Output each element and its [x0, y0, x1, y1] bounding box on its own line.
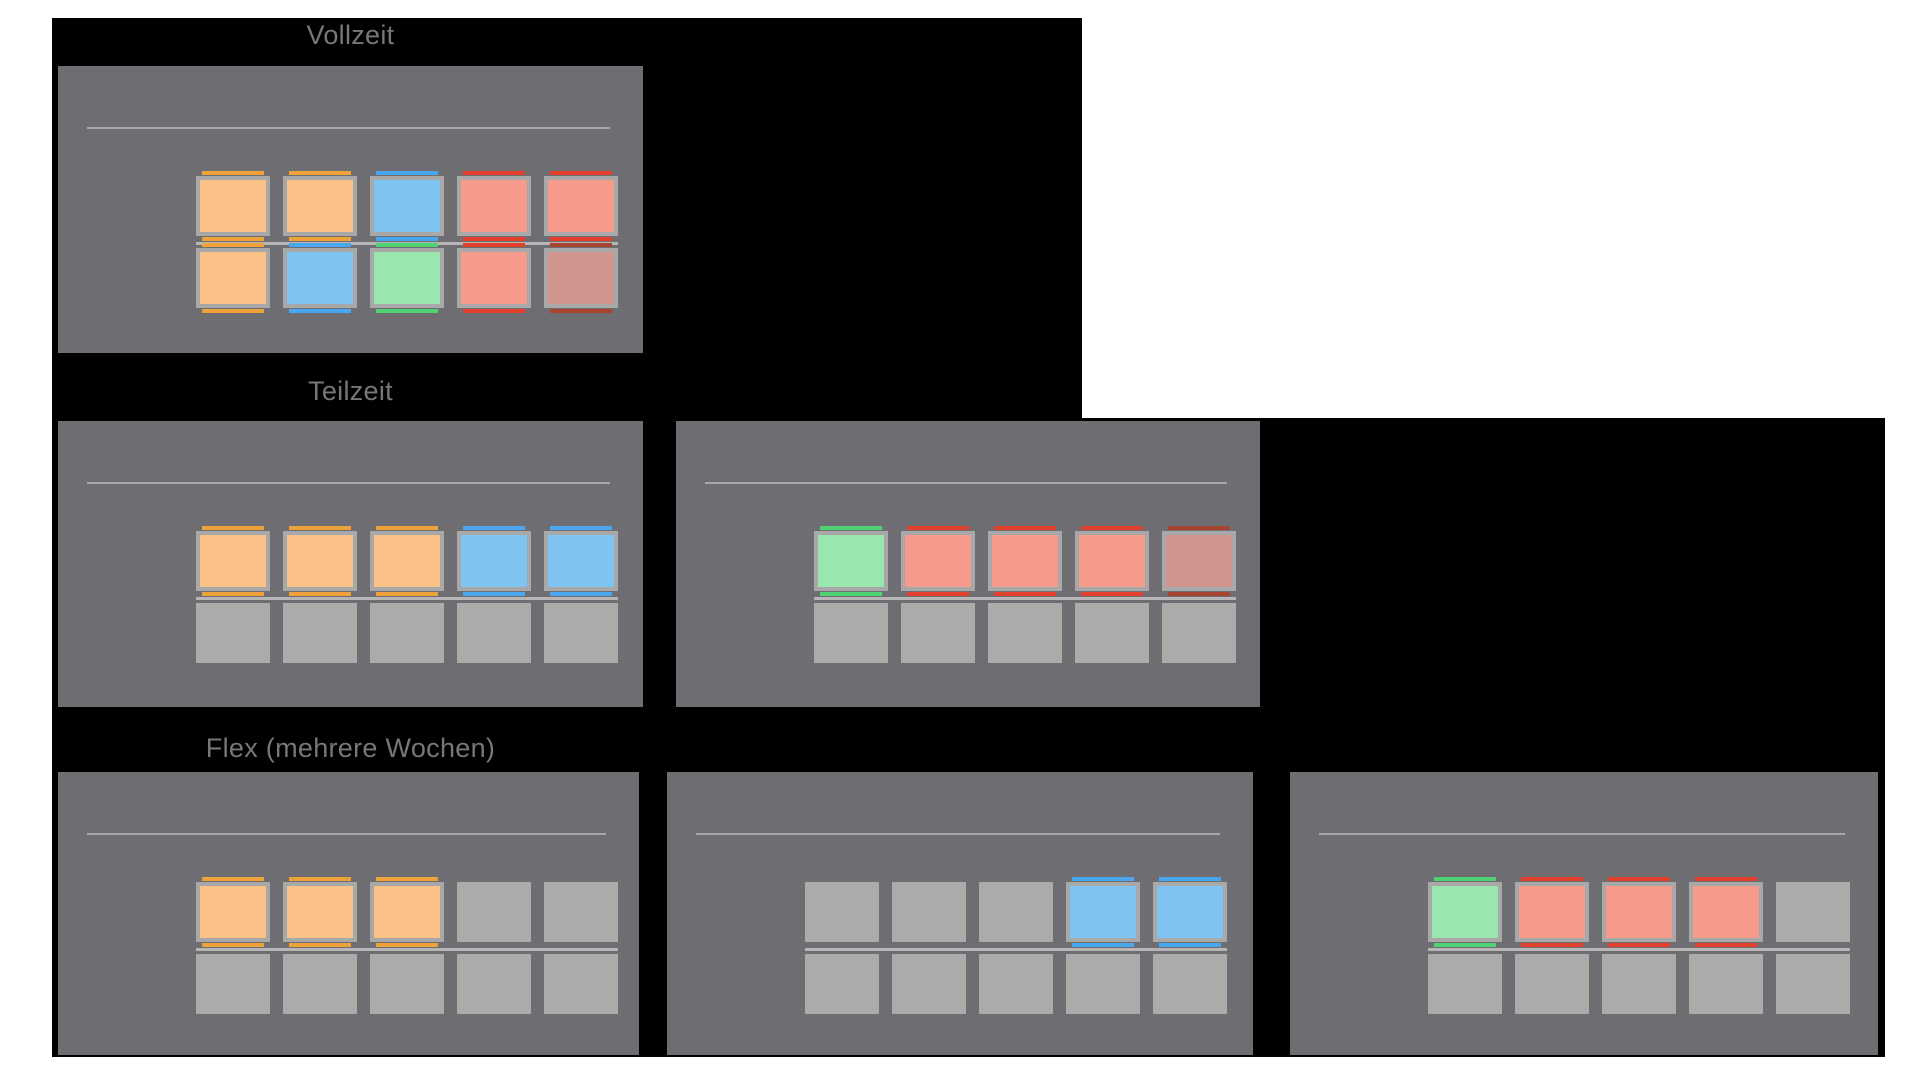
day-cell-empty[interactable] — [370, 603, 444, 663]
day-cell-orange[interactable] — [196, 171, 270, 241]
day-cell-empty[interactable] — [544, 603, 618, 663]
week-grid — [814, 526, 1236, 663]
day-cell-blue[interactable] — [544, 526, 618, 596]
day-cell-empty[interactable] — [814, 603, 888, 663]
week-row-2 — [196, 954, 618, 1014]
day-cell-empty[interactable] — [988, 603, 1062, 663]
day-cell-red[interactable] — [457, 243, 531, 313]
schedule-panel-flex-3 — [1290, 772, 1878, 1055]
week-grid — [196, 877, 618, 1014]
day-cell-empty[interactable] — [457, 603, 531, 663]
day-cell-empty[interactable] — [1153, 954, 1227, 1014]
day-cell-empty[interactable] — [1776, 954, 1850, 1014]
day-cell-empty[interactable] — [283, 954, 357, 1014]
week-row-divider — [196, 948, 618, 951]
week-row-1 — [196, 526, 618, 596]
day-cell-empty[interactable] — [805, 882, 879, 942]
panel-header-divider — [1319, 833, 1845, 835]
panel-header-divider — [87, 482, 610, 484]
week-row-divider — [1428, 948, 1850, 951]
day-cell-blue[interactable] — [283, 243, 357, 313]
day-cell-empty[interactable] — [1075, 603, 1149, 663]
schedule-panel-vollzeit — [58, 66, 643, 353]
day-cell-empty[interactable] — [1689, 954, 1763, 1014]
day-cell-empty[interactable] — [1776, 882, 1850, 942]
week-grid — [805, 877, 1227, 1014]
day-cell-red[interactable] — [1515, 877, 1589, 947]
week-grid — [196, 526, 618, 663]
day-cell-blue[interactable] — [1066, 877, 1140, 947]
day-cell-red[interactable] — [1689, 877, 1763, 947]
week-row-2 — [196, 603, 618, 663]
week-row-1 — [196, 877, 618, 947]
day-cell-empty[interactable] — [1162, 603, 1236, 663]
week-row-divider — [196, 597, 618, 600]
day-cell-orange[interactable] — [370, 877, 444, 947]
schedule-panel-flex-1 — [58, 772, 639, 1055]
day-cell-orange[interactable] — [196, 526, 270, 596]
day-cell-empty[interactable] — [1066, 954, 1140, 1014]
day-cell-empty[interactable] — [196, 954, 270, 1014]
story-title-vollzeit: Vollzeit — [306, 20, 395, 50]
week-row-divider — [814, 597, 1236, 600]
panel-header-divider — [696, 833, 1220, 835]
panel-header-divider — [87, 127, 610, 129]
day-cell-empty[interactable] — [892, 882, 966, 942]
day-cell-red[interactable] — [901, 526, 975, 596]
day-cell-empty[interactable] — [805, 954, 879, 1014]
day-cell-empty[interactable] — [901, 603, 975, 663]
day-cell-red[interactable] — [544, 171, 618, 241]
day-cell-orange[interactable] — [283, 171, 357, 241]
day-cell-red[interactable] — [988, 526, 1062, 596]
week-row-1 — [196, 171, 618, 241]
week-row-2 — [196, 243, 618, 313]
day-cell-empty[interactable] — [283, 603, 357, 663]
day-cell-blue[interactable] — [1153, 877, 1227, 947]
day-cell-green[interactable] — [370, 243, 444, 313]
day-cell-empty[interactable] — [457, 882, 531, 942]
day-cell-blue[interactable] — [370, 171, 444, 241]
schedule-panel-flex-2 — [667, 772, 1253, 1055]
day-cell-empty[interactable] — [979, 882, 1053, 942]
week-row-2 — [814, 603, 1236, 663]
week-row-1 — [805, 877, 1227, 947]
day-cell-green[interactable] — [1428, 877, 1502, 947]
day-cell-orange[interactable] — [370, 526, 444, 596]
day-cell-orange[interactable] — [283, 877, 357, 947]
story-title-teilzeit: Teilzeit — [308, 376, 393, 406]
day-cell-empty[interactable] — [457, 954, 531, 1014]
schedule-panel-teilzeit-2 — [676, 421, 1260, 707]
day-cell-blue[interactable] — [457, 526, 531, 596]
day-cell-orange[interactable] — [196, 243, 270, 313]
day-cell-red-muted[interactable] — [544, 243, 618, 313]
week-grid — [1428, 877, 1850, 1014]
week-row-1 — [1428, 877, 1850, 947]
story-title-flex: Flex (mehrere Wochen) — [205, 733, 496, 763]
day-cell-empty[interactable] — [892, 954, 966, 1014]
day-cell-empty[interactable] — [196, 603, 270, 663]
day-cell-empty[interactable] — [979, 954, 1053, 1014]
week-grid — [196, 171, 618, 313]
day-cell-green[interactable] — [814, 526, 888, 596]
week-row-2 — [1428, 954, 1850, 1014]
day-cell-empty[interactable] — [544, 882, 618, 942]
panel-header-divider — [87, 833, 606, 835]
day-cell-orange[interactable] — [196, 877, 270, 947]
day-cell-empty[interactable] — [1515, 954, 1589, 1014]
schedule-panel-teilzeit-1 — [58, 421, 643, 707]
day-cell-red[interactable] — [1075, 526, 1149, 596]
day-cell-empty[interactable] — [1602, 954, 1676, 1014]
day-cell-red[interactable] — [1602, 877, 1676, 947]
day-cell-orange[interactable] — [283, 526, 357, 596]
week-row-1 — [814, 526, 1236, 596]
day-cell-red-muted[interactable] — [1162, 526, 1236, 596]
week-row-divider — [805, 948, 1227, 951]
day-cell-red[interactable] — [457, 171, 531, 241]
day-cell-empty[interactable] — [370, 954, 444, 1014]
day-cell-empty[interactable] — [544, 954, 618, 1014]
week-row-2 — [805, 954, 1227, 1014]
panel-header-divider — [705, 482, 1227, 484]
day-cell-empty[interactable] — [1428, 954, 1502, 1014]
